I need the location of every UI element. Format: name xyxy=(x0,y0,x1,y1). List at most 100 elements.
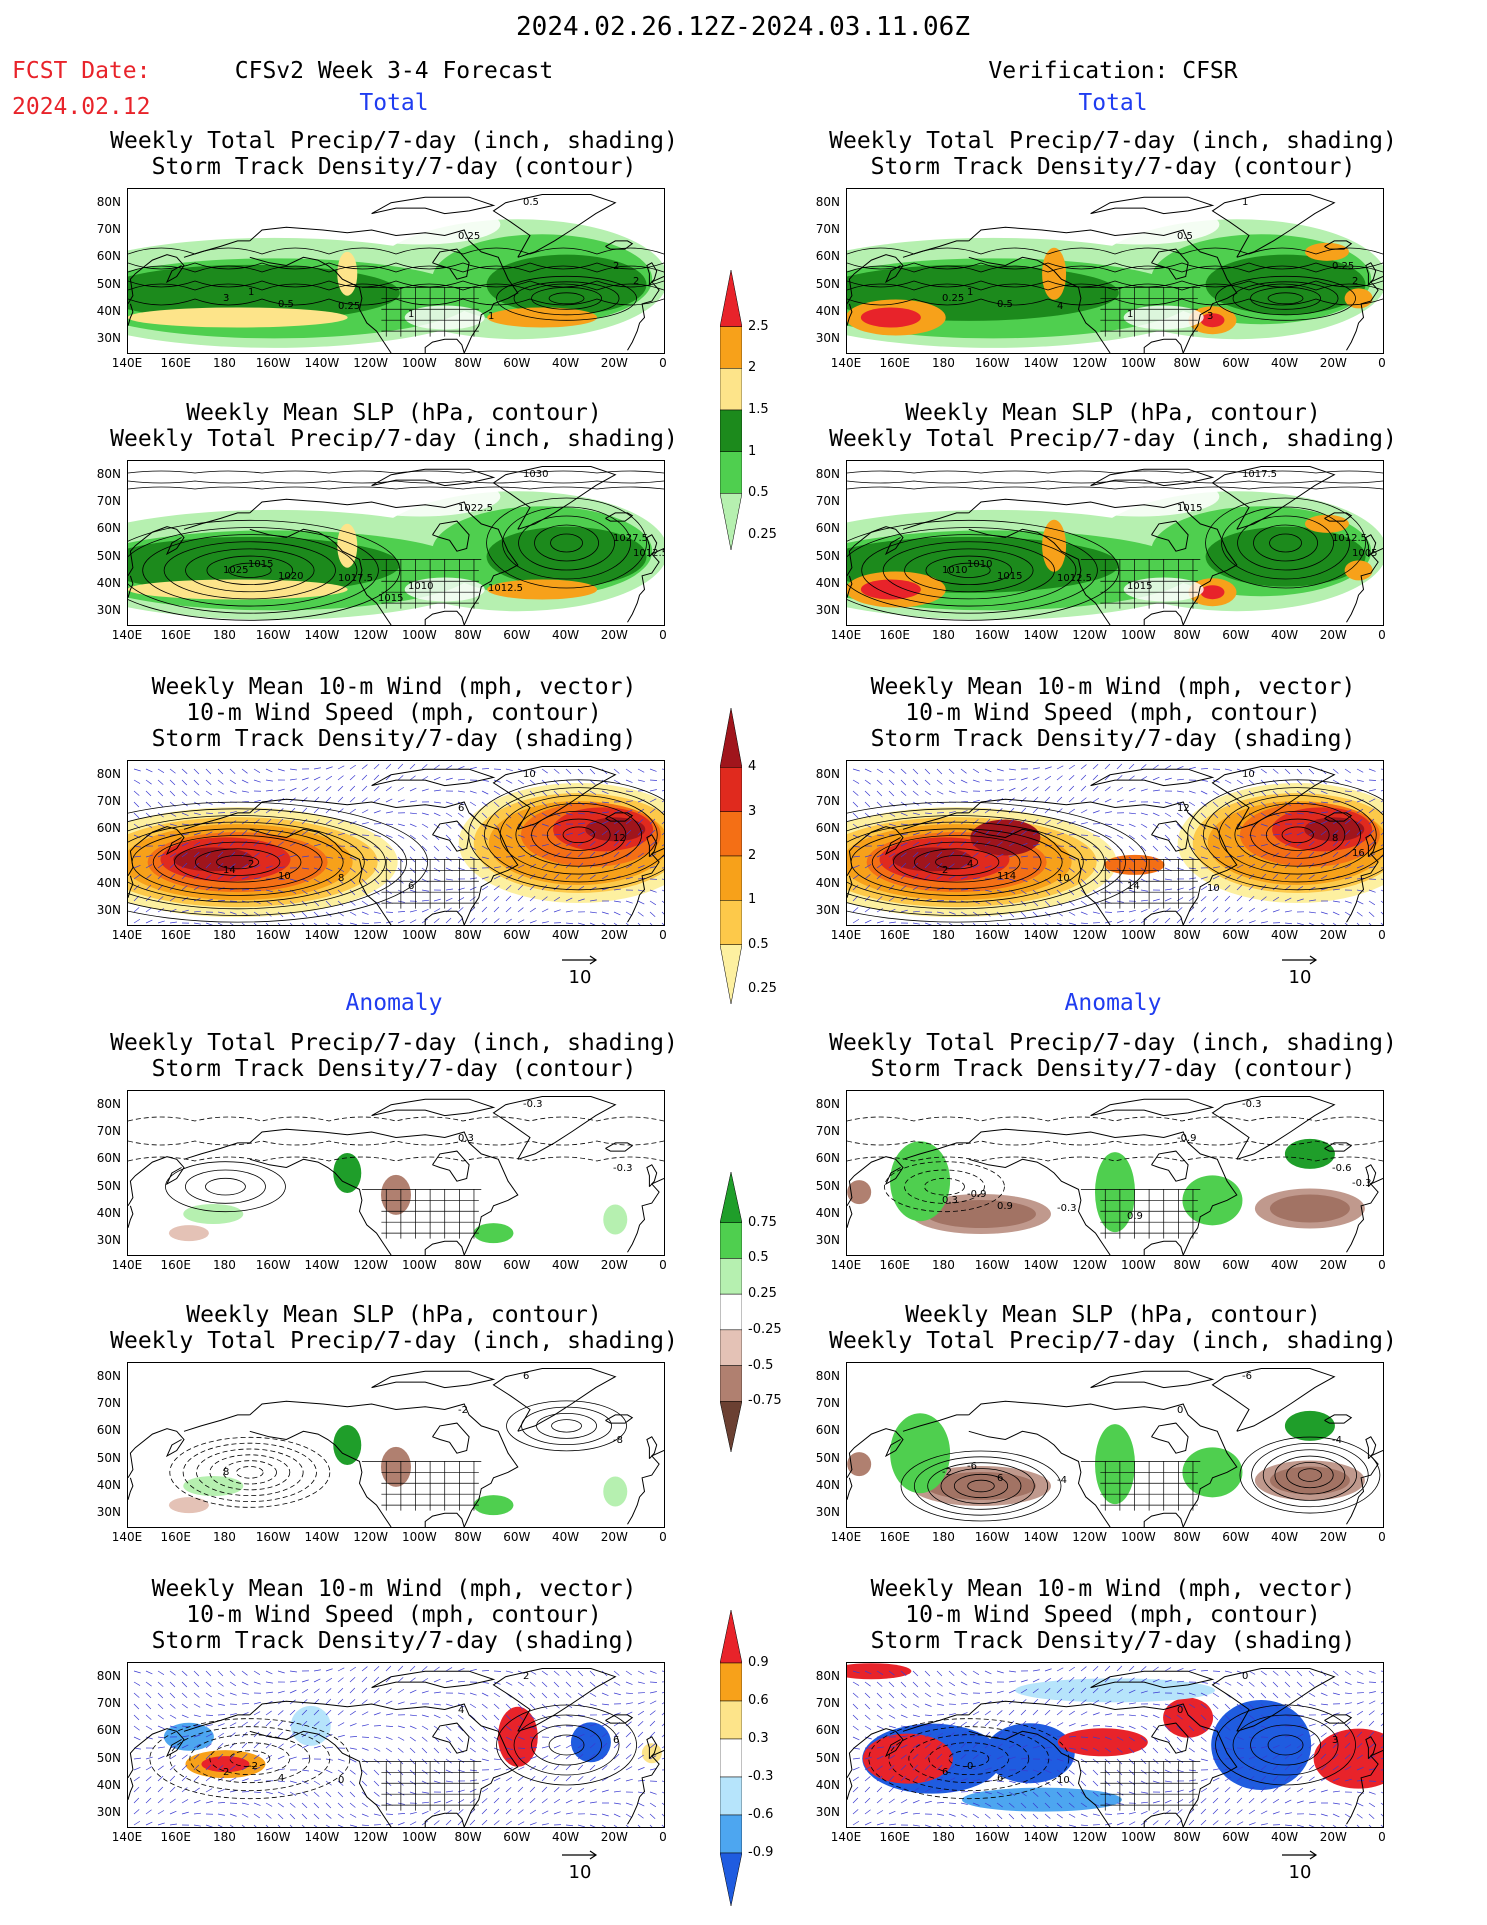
lat-tick-label: 60N xyxy=(96,1723,121,1738)
contour-label: 114 xyxy=(997,871,1016,882)
section-anomaly-right: Anomaly xyxy=(1064,990,1162,1016)
colorbar-label: 4 xyxy=(748,759,757,775)
vector-reference-label: 10 xyxy=(1288,967,1312,988)
lat-tick-label: 30N xyxy=(96,1805,121,1820)
lon-tick-label: 100W xyxy=(1120,1258,1156,1272)
panel-title: Weekly Mean 10-m Wind (mph, vector) xyxy=(151,1576,637,1602)
contour-label: 6 xyxy=(997,1773,1003,1784)
panel-title: Weekly Total Precip/7-day (inch, shading… xyxy=(110,1030,678,1056)
contour-label: 2 xyxy=(248,859,254,870)
contour-label: 1015 xyxy=(378,593,403,604)
contour-label: -0.3 xyxy=(523,1099,543,1110)
colorbar-label: 2 xyxy=(748,360,757,376)
contour-label: 0.5 xyxy=(278,299,294,310)
panel-title: Weekly Mean SLP (hPa, contour) xyxy=(905,1302,1321,1328)
lon-tick-label: 20W xyxy=(1319,1258,1347,1272)
contour-label: 2 xyxy=(523,1671,529,1682)
lon-tick-label: 160E xyxy=(160,1258,191,1272)
contour-label: 1010 xyxy=(408,581,433,592)
lon-tick-label: 140W xyxy=(304,1530,340,1544)
lon-tick-label: 160W xyxy=(974,1258,1010,1272)
panel-subtitle: 10-m Wind Speed (mph, contour) xyxy=(186,700,602,726)
colorbar-swatch xyxy=(719,409,743,452)
contour-label: 1015 xyxy=(248,559,273,570)
colorbar-label: 0.5 xyxy=(748,1250,769,1266)
lon-tick-label: 140W xyxy=(304,1258,340,1272)
lon-tick-label: 40W xyxy=(1270,628,1299,642)
panel-title: Weekly Total Precip/7-day (inch, shading… xyxy=(829,1030,1397,1056)
lon-tick-label: 20W xyxy=(1319,628,1347,642)
lon-tick-label: 180 xyxy=(213,356,236,370)
contour-label: 10 xyxy=(1057,1775,1070,1786)
lon-tick-label: 160E xyxy=(160,1530,191,1544)
contour-label: -4 xyxy=(1332,1435,1342,1446)
lon-tick-label: 20W xyxy=(1319,1830,1347,1844)
lon-tick-label: 60W xyxy=(1222,1530,1250,1544)
lat-tick-label: 40N xyxy=(815,576,840,590)
contour-label: 2 xyxy=(633,276,639,287)
lon-tick-label: 160W xyxy=(255,1258,291,1272)
lon-tick-label: 140E xyxy=(111,928,143,942)
lon-tick-label: 160E xyxy=(879,628,910,642)
vector-reference-arrow xyxy=(562,1850,598,1860)
panel-subtitle: Weekly Total Precip/7-day (inch, shading… xyxy=(110,1328,678,1354)
lon-tick-label: 40W xyxy=(1270,1830,1299,1844)
lon-tick-label: 180 xyxy=(213,628,236,642)
lon-tick-label: 100W xyxy=(1120,356,1156,370)
lat-tick-label: 60N xyxy=(815,1423,840,1438)
lon-tick-label: 20W xyxy=(600,1530,628,1544)
panel-subtitle: 10-m Wind Speed (mph, contour) xyxy=(905,700,1321,726)
lon-tick-label: 120W xyxy=(1072,928,1108,942)
contour-label: -0.3 xyxy=(1352,1178,1372,1189)
contour-label: 3 xyxy=(223,293,229,304)
colorbar-swatch xyxy=(719,1258,743,1295)
contour-label: -4 xyxy=(1057,1475,1067,1486)
lon-tick-label: 180 xyxy=(932,628,955,642)
lon-tick-label: 60W xyxy=(503,1258,531,1272)
lon-tick-label: 100W xyxy=(1120,1530,1156,1544)
contour-label: 1 xyxy=(248,287,254,298)
date-range-title: 2024.02.26.12Z-2024.03.11.06Z xyxy=(516,12,970,42)
panel-subtitle: Storm Track Density/7-day (contour) xyxy=(870,154,1356,180)
colorbar-swatch xyxy=(719,1814,743,1854)
contour-label: 0.9 xyxy=(997,1201,1013,1212)
lon-tick-label: 20W xyxy=(600,356,628,370)
lon-tick-label: 80W xyxy=(1173,356,1201,370)
lon-tick-label: 100W xyxy=(401,356,437,370)
contour-label: 3 xyxy=(1332,1735,1338,1746)
lon-tick-label: 120W xyxy=(353,1830,389,1844)
contour-label: 1025 xyxy=(223,565,248,576)
lat-tick-label: 80N xyxy=(96,1668,121,1683)
colorbar-swatch xyxy=(719,1171,743,1223)
lon-tick-label: 0 xyxy=(1378,928,1386,942)
lon-tick-label: 180 xyxy=(213,1830,236,1844)
contour-label: 1017.5 xyxy=(1242,469,1277,480)
lon-tick-label: 160E xyxy=(879,356,910,370)
map-panel-p3r: 10 12 8 2 4 114 10 14 16 10 xyxy=(846,760,1384,926)
contour-label: 0.25 xyxy=(942,293,964,304)
lon-tick-label: 140W xyxy=(1023,928,1059,942)
lon-tick-label: 80W xyxy=(1173,628,1201,642)
colorbar-label: 1 xyxy=(748,443,757,459)
lon-tick-label: 80W xyxy=(1173,1258,1201,1272)
map-panel-p5r: -6 0 -4 -2 -6 6 -4 xyxy=(846,1362,1384,1528)
lat-tick-label: 50N xyxy=(96,548,121,563)
contour-label: 1 xyxy=(1127,309,1133,320)
lon-tick-label: 140E xyxy=(830,628,862,642)
lon-tick-label: 160E xyxy=(879,1258,910,1272)
lon-tick-label: 120W xyxy=(353,1530,389,1544)
contour-label: 1017.5 xyxy=(338,573,373,584)
colorbar-swatch xyxy=(719,1293,743,1331)
lat-tick-label: 40N xyxy=(96,1478,121,1492)
lat-tick-label: 50N xyxy=(96,276,121,291)
contour-label: 12 xyxy=(1177,803,1190,814)
contour-label: 0.5 xyxy=(523,197,539,208)
left-column-title: CFSv2 Week 3-4 Forecast xyxy=(234,58,554,84)
contour-label: 10 xyxy=(523,769,536,780)
colorbar-swatch xyxy=(719,944,743,1005)
lon-tick-label: 180 xyxy=(932,928,955,942)
lon-tick-label: 120W xyxy=(1072,628,1108,642)
contour-label: 2 xyxy=(613,261,619,272)
panel-title: Weekly Mean 10-m Wind (mph, vector) xyxy=(151,674,637,700)
lon-tick-label: 80W xyxy=(454,356,482,370)
